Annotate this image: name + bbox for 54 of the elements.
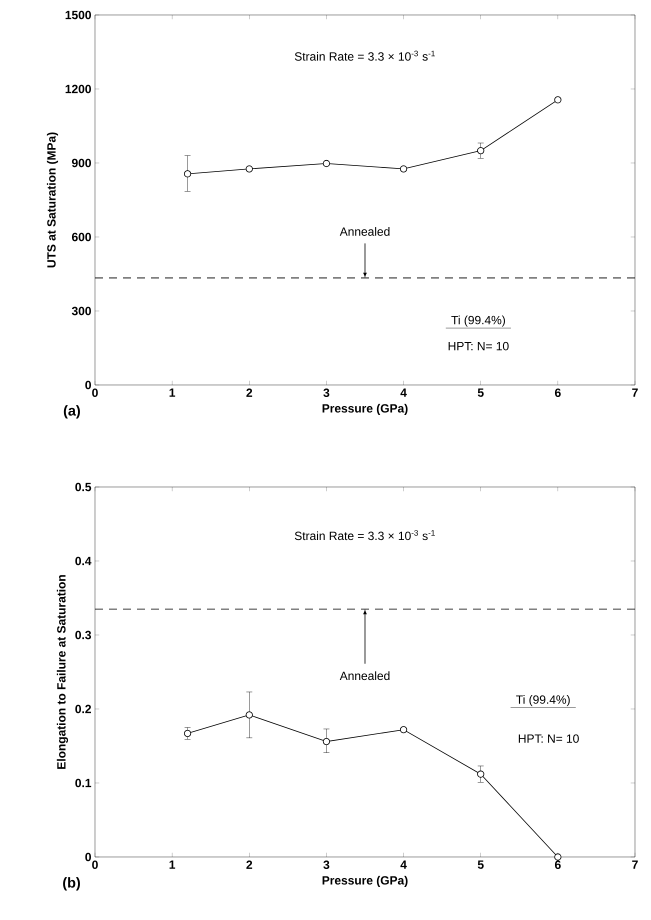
point	[246, 165, 253, 172]
point	[322, 160, 330, 168]
point	[246, 711, 253, 718]
y-tick-label: 0	[85, 380, 91, 390]
annotation: Strain Rate = 3.3 × 10$^{-3}$ s$^{-1}$	[294, 530, 435, 540]
y-tick-label: 0.5	[75, 482, 92, 492]
x-axis-title: Pressure (GPa)	[322, 876, 408, 887]
point	[554, 96, 562, 104]
x-tick-label: 0	[92, 388, 98, 397]
y-axis-title: UTS at Saturation (MPa)	[46, 132, 58, 268]
y-tick-label: 300	[72, 306, 91, 316]
y-tick-label: 600	[72, 232, 91, 242]
x-tick-label: 7	[632, 860, 638, 869]
point	[184, 730, 192, 737]
x-tick-label: 5	[478, 860, 484, 869]
y-tick-label: 1500	[66, 10, 91, 20]
annotation: Ti (99.4%)	[516, 695, 570, 706]
y-tick-label: 0.2	[75, 704, 92, 714]
x-tick-label: 2	[246, 388, 252, 397]
x-tick-label: 4	[400, 388, 407, 397]
x-tick-label: 7	[632, 388, 638, 397]
y-tick-label: 0.1	[75, 778, 92, 788]
x-tick-label: 6	[554, 860, 561, 869]
text: (b)	[63, 877, 80, 891]
point	[400, 165, 408, 172]
y-tick-label: 900	[72, 158, 91, 168]
point	[400, 726, 408, 734]
point	[184, 170, 192, 178]
x-tick-label: 0	[92, 860, 98, 869]
point	[477, 147, 484, 154]
x-tick-label: 5	[478, 388, 484, 397]
x-axis-title: Pressure (GPa)	[322, 404, 408, 415]
ref-line-label: Annealed	[340, 227, 390, 236]
annotation: Ti (99.4%)	[451, 316, 505, 327]
x-tick-label: 1	[170, 860, 176, 869]
ref-line-label: Annealed	[340, 671, 390, 680]
text: (a)	[64, 405, 80, 419]
x-tick-label: 3	[323, 860, 330, 869]
point	[554, 853, 562, 861]
y-tick-label: 1200	[66, 84, 91, 94]
y-tick-label: 0.3	[75, 630, 92, 640]
annotation: HPT: N= 10	[518, 734, 579, 743]
point	[322, 738, 330, 746]
x-tick-label: 6	[554, 388, 561, 397]
x-tick-label: 4	[400, 860, 407, 869]
x-tick-label: 1	[170, 388, 176, 397]
x-tick-label: 3	[323, 388, 330, 397]
y-tick-label: 0	[85, 852, 91, 862]
y-tick-label: 0.4	[75, 556, 92, 566]
point	[477, 770, 484, 778]
annotation: HPT: N= 10	[448, 342, 509, 350]
annotation: Strain Rate = 3.3 × 10$^{-3}$ s$^{-1}$	[294, 50, 435, 61]
x-tick-label: 2	[246, 860, 252, 869]
y-axis-title: Elongation to Failure at Saturation	[56, 575, 68, 769]
